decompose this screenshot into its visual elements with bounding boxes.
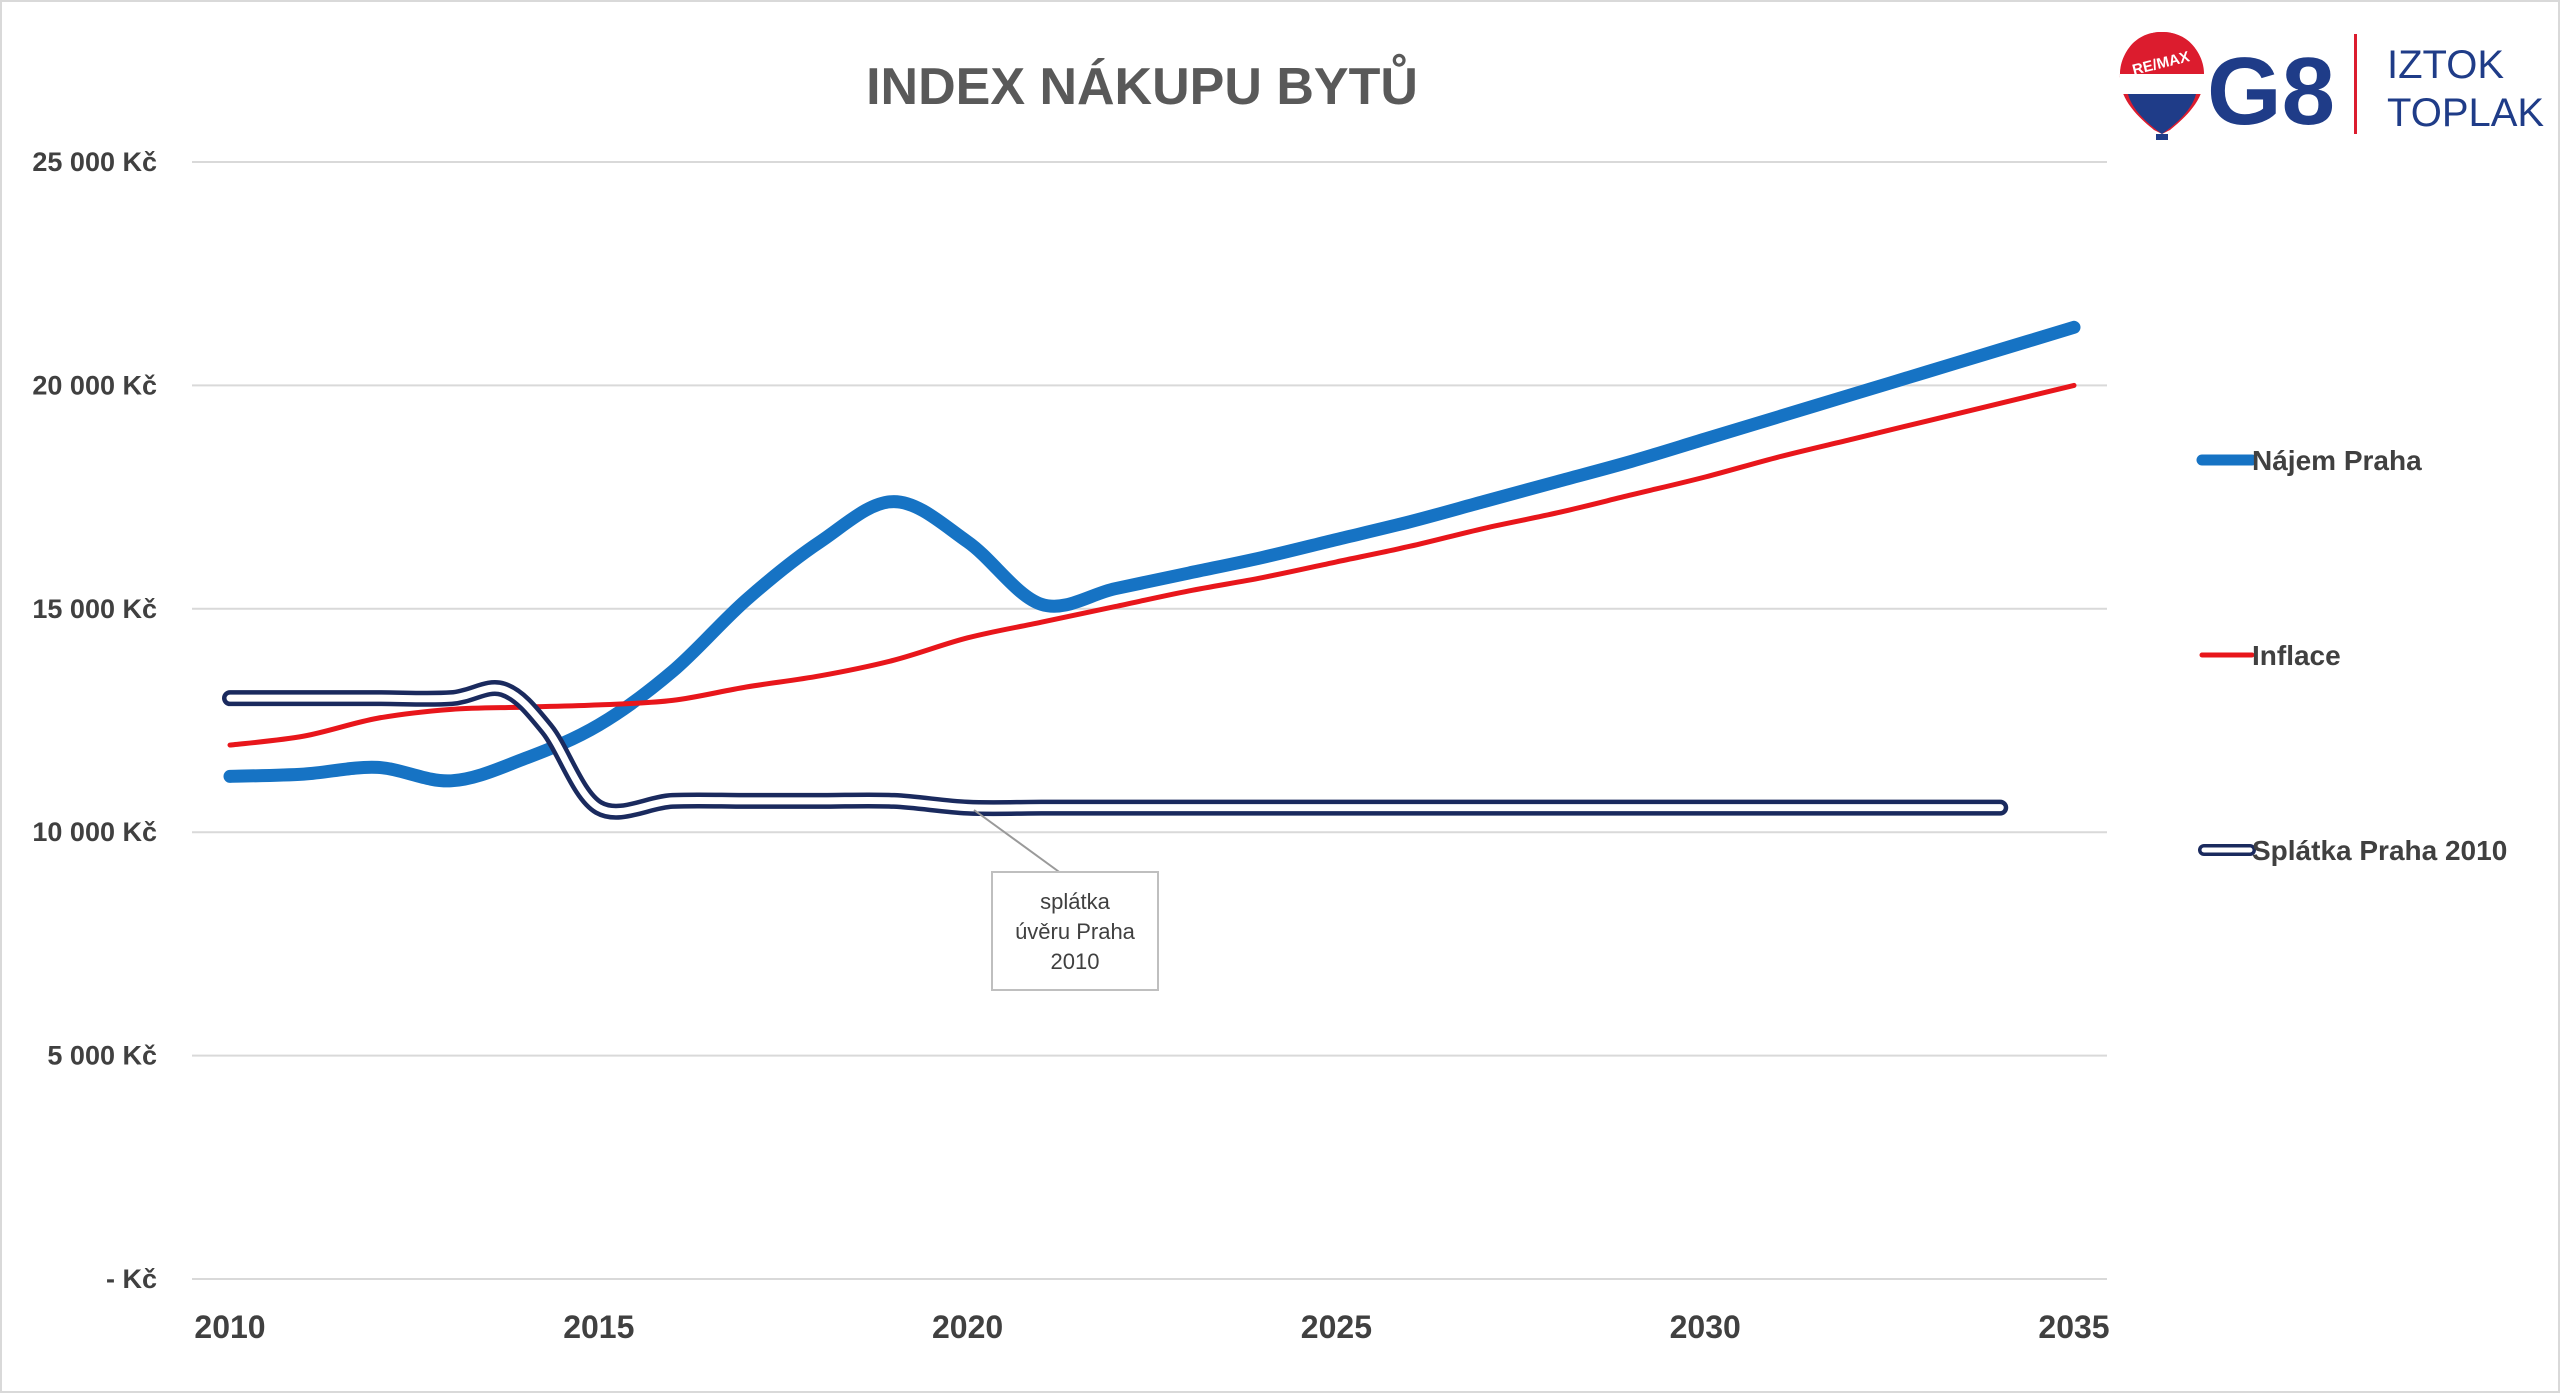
remax-balloon-icon: RE/MAX xyxy=(2120,32,2204,140)
grid-lines xyxy=(192,161,2107,1280)
y-tick-label: - Kč xyxy=(106,1264,157,1294)
y-tick-label: 5 000 Kč xyxy=(47,1041,157,1071)
annotation-line-2: úvěru Praha xyxy=(1015,919,1136,944)
y-tick-label: 10 000 Kč xyxy=(32,817,157,847)
y-tick-label: 25 000 Kč xyxy=(32,147,157,177)
x-tick-label: 2010 xyxy=(194,1309,265,1345)
chart-title: INDEX NÁKUPU BYTŮ xyxy=(866,53,1418,116)
y-axis-labels: - Kč 5 000 Kč 10 000 Kč 15 000 Kč 20 000 Kč 2… xyxy=(32,147,157,1294)
series-najem-line xyxy=(223,320,2081,788)
logo-divider xyxy=(2354,34,2357,134)
series-splatka-line-inner xyxy=(226,684,2004,816)
x-tick-label: 2035 xyxy=(2038,1309,2109,1345)
annotation-line-1: splátka xyxy=(1040,889,1110,914)
annotation-callout: splátka úvěru Praha 2010 xyxy=(973,809,1159,991)
legend-label: Inflace xyxy=(2252,640,2341,671)
x-tick-label: 2030 xyxy=(1670,1309,1741,1345)
x-tick-label: 2025 xyxy=(1301,1309,1372,1345)
x-tick-label: 2015 xyxy=(563,1309,634,1345)
legend: Nájem Praha Inflace Splátka Praha 2010 xyxy=(2196,445,2507,866)
x-axis-labels: 2010 2015 2020 2025 2030 2035 xyxy=(194,1309,2109,1345)
remax-g8-logo: RE/MAX G8 IZTOK TOPLAK xyxy=(2120,32,2544,145)
annotation-leader-line xyxy=(973,809,1063,875)
series-lines xyxy=(222,320,2081,820)
legend-item: Inflace xyxy=(2199,640,2341,671)
logo-name-line1: IZTOK xyxy=(2387,43,2504,87)
legend-item: Splátka Praha 2010 xyxy=(2198,835,2507,866)
annotation-line-3: 2010 xyxy=(1051,949,1100,974)
logo-brand: G8 xyxy=(2207,38,2335,145)
y-tick-label: 20 000 Kč xyxy=(32,370,157,400)
y-tick-label: 15 000 Kč xyxy=(32,594,157,624)
legend-label: Splátka Praha 2010 xyxy=(2252,835,2507,866)
logo-name-line2: TOPLAK xyxy=(2387,91,2544,135)
annotation-box xyxy=(991,871,1159,991)
legend-label: Nájem Praha xyxy=(2252,445,2422,476)
x-tick-label: 2020 xyxy=(932,1309,1003,1345)
legend-item: Nájem Praha xyxy=(2196,445,2422,476)
